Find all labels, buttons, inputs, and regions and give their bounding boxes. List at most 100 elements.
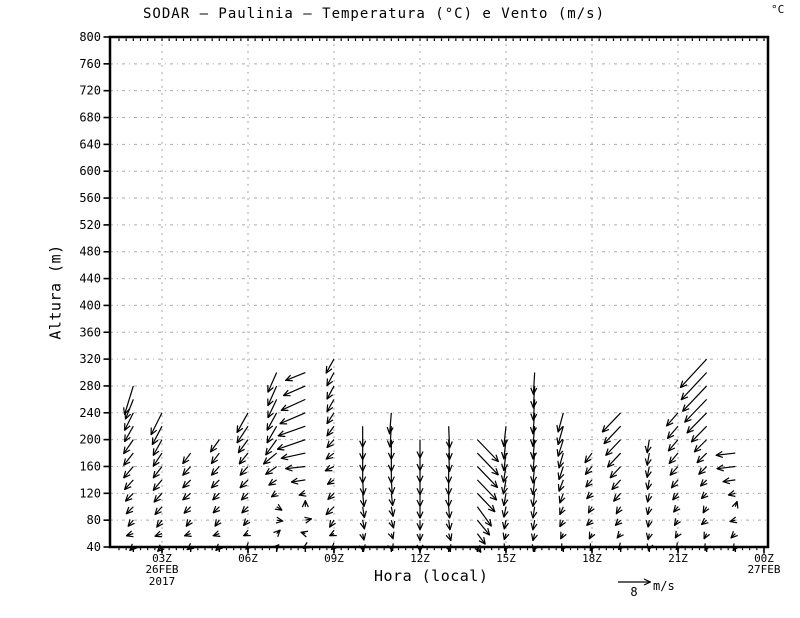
wind-arrow bbox=[716, 453, 736, 455]
wind-arrow bbox=[614, 492, 622, 501]
wind-arrow bbox=[648, 506, 650, 515]
wind-arrow bbox=[238, 439, 249, 453]
y-tick-label: 40 bbox=[87, 540, 101, 554]
wind-arrow bbox=[701, 520, 706, 524]
wind-arrow bbox=[391, 534, 393, 539]
wind-arrow bbox=[183, 479, 192, 488]
wind-arrow bbox=[363, 534, 364, 541]
wind-arrow bbox=[213, 534, 219, 536]
wind-arrow bbox=[704, 534, 707, 539]
wind-arrow bbox=[155, 534, 163, 537]
wind-arrow bbox=[326, 453, 335, 459]
wind-arrow bbox=[211, 479, 220, 488]
x-tick-label: 12Z bbox=[410, 552, 430, 565]
date-label-26feb: 26FEB bbox=[145, 563, 179, 576]
wind-arrow bbox=[390, 412, 392, 434]
wind-arrow bbox=[476, 452, 498, 475]
plot-frame bbox=[108, 35, 770, 549]
wind-arrow bbox=[668, 439, 679, 451]
x-tick-label: 03Z bbox=[152, 552, 172, 565]
wind-arrow bbox=[476, 533, 485, 545]
wind-arrow bbox=[476, 492, 495, 511]
wind-arrow bbox=[673, 493, 678, 500]
wind-arrow bbox=[648, 520, 649, 527]
wind-arrow bbox=[476, 479, 496, 500]
wind-arrow bbox=[278, 425, 306, 436]
y-tick-label: 200 bbox=[79, 433, 101, 447]
wind-arrow bbox=[125, 385, 134, 414]
y-axis-title: Altura (m) bbox=[46, 244, 65, 340]
wind-arrow bbox=[604, 425, 622, 444]
y-tick-label: 400 bbox=[79, 298, 101, 312]
wind-arrow bbox=[504, 426, 506, 446]
wind-arrow bbox=[185, 534, 191, 536]
y-tick-label: 760 bbox=[79, 57, 101, 71]
wind-arrow bbox=[504, 506, 506, 517]
wind-arrow bbox=[291, 480, 306, 482]
wind-arrow bbox=[244, 520, 248, 525]
wind-arrow bbox=[211, 439, 220, 452]
wind-arrow bbox=[151, 412, 163, 435]
wind-arrow bbox=[585, 452, 593, 463]
wind-arrow bbox=[281, 452, 306, 458]
wind-arrow bbox=[211, 466, 220, 475]
x-tick-label: 15Z bbox=[496, 552, 516, 565]
wind-arrow bbox=[476, 466, 497, 487]
wind-arrow bbox=[587, 493, 592, 498]
wind-arrow bbox=[124, 466, 134, 477]
wind-arrow bbox=[675, 534, 678, 538]
wind-arrow bbox=[560, 506, 564, 515]
wind-arrow bbox=[533, 479, 535, 495]
wind-arrow bbox=[213, 492, 220, 500]
wind-arrow bbox=[701, 480, 707, 486]
wind-arrow bbox=[648, 534, 649, 540]
wind-arrow bbox=[559, 479, 563, 491]
wind-arrow bbox=[533, 466, 535, 483]
wind-arrow bbox=[264, 452, 278, 464]
wind-arrow bbox=[186, 520, 190, 526]
wind-arrow bbox=[533, 506, 535, 518]
wind-arrow bbox=[675, 520, 679, 525]
wind-arrow bbox=[612, 479, 622, 490]
wind-arrow bbox=[153, 439, 163, 456]
wind-arrow bbox=[681, 372, 708, 400]
y-tick-label: 80 bbox=[87, 513, 101, 527]
wind-arrow bbox=[647, 466, 649, 477]
wind-arrow bbox=[533, 493, 535, 506]
wind-arrow bbox=[124, 439, 134, 454]
wind-arrow bbox=[476, 519, 489, 535]
wind-arrow bbox=[615, 520, 620, 525]
wind-arrow bbox=[183, 452, 192, 464]
wind-arrow bbox=[585, 466, 593, 474]
wind-arrow bbox=[699, 466, 708, 474]
y-tick-label: 280 bbox=[79, 379, 101, 393]
wind-arrow bbox=[325, 466, 335, 470]
wind-arrow bbox=[449, 533, 451, 541]
wind-arrow bbox=[184, 506, 192, 514]
wind-arrow bbox=[183, 466, 192, 475]
wind-arrow bbox=[558, 439, 564, 457]
wind-arrow bbox=[559, 466, 563, 479]
wind-arrow bbox=[670, 466, 679, 475]
wind-arrow bbox=[730, 520, 735, 521]
wind-arrow bbox=[183, 492, 192, 500]
wind-arrow bbox=[326, 506, 335, 515]
wind-arrow bbox=[327, 385, 335, 399]
wind-arrow bbox=[610, 466, 622, 477]
wind-arrow bbox=[533, 520, 535, 530]
wind-arrow bbox=[589, 534, 592, 539]
wind-arrow bbox=[363, 506, 365, 518]
y-tick-label: 720 bbox=[79, 84, 101, 98]
wind-arrow bbox=[504, 439, 506, 459]
wind-arrow bbox=[558, 426, 564, 444]
wind-arrow bbox=[476, 439, 498, 462]
wind-arrow bbox=[301, 532, 305, 533]
y-tick-label: 160 bbox=[79, 459, 101, 473]
wind-arrow bbox=[125, 399, 134, 419]
wind-arrow bbox=[125, 425, 134, 441]
wind-arrow bbox=[326, 358, 335, 373]
y-tick-label: 560 bbox=[79, 191, 101, 205]
wind-arrow bbox=[701, 493, 706, 498]
